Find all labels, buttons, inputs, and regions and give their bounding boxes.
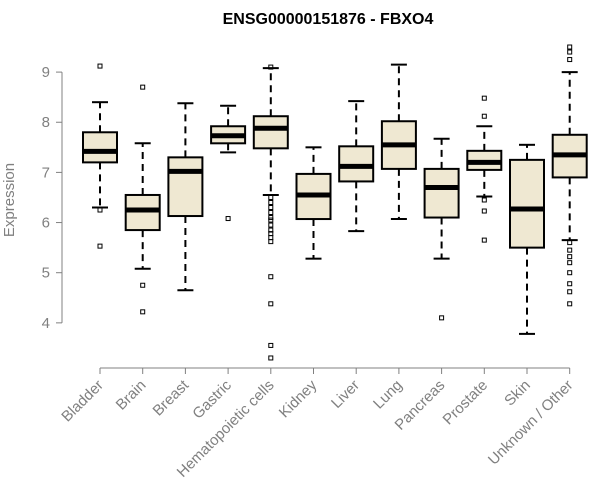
x-tick-label: Breast	[150, 376, 193, 419]
iqr-box	[167, 156, 204, 218]
outlier-point	[268, 217, 274, 223]
iqr-box	[82, 131, 118, 164]
x-tick-label: Kidney	[276, 376, 321, 421]
boxes-group	[82, 44, 588, 361]
outlier-point	[97, 63, 103, 69]
outlier-point	[268, 301, 274, 307]
outlier-point	[567, 247, 573, 253]
outlier-point	[481, 197, 487, 203]
outlier-point	[567, 240, 573, 246]
outlier-point	[97, 207, 103, 213]
outlier-point	[567, 289, 573, 295]
outlier-point	[268, 239, 274, 245]
box-gastric	[210, 104, 247, 222]
outlier-point	[268, 215, 274, 221]
chart-title: ENSG00000151876 - FBXO4	[223, 11, 434, 28]
x-tick-label: Prostate	[440, 377, 492, 429]
y-tick-label: 9	[42, 64, 50, 81]
outlier-point	[268, 222, 274, 228]
outlier-point	[268, 194, 274, 200]
box-hematopoietic-cells	[252, 64, 289, 361]
outlier-point	[268, 64, 274, 70]
box-bladder	[82, 63, 118, 249]
y-tick-label: 8	[42, 114, 50, 131]
y-tick-label: 7	[42, 164, 50, 181]
box-breast	[167, 102, 204, 292]
outlier-point	[481, 237, 487, 243]
iqr-box	[338, 145, 375, 183]
box-pancreas	[423, 137, 460, 321]
box-liver	[338, 100, 375, 233]
box-kidney	[295, 146, 332, 260]
y-tick-label: 6	[42, 215, 50, 232]
outlier-point	[268, 274, 274, 280]
y-tick-label: 5	[42, 265, 50, 282]
outlier-point	[268, 210, 274, 216]
iqr-box	[124, 193, 161, 232]
x-tick-label: Brain	[113, 377, 150, 414]
box-unknown-other	[551, 44, 588, 307]
outlier-point	[567, 57, 573, 63]
x-tick-label: Bladder	[58, 377, 107, 426]
outlier-point	[140, 84, 146, 90]
iqr-box	[423, 167, 460, 219]
outlier-point	[567, 260, 573, 266]
outlier-point	[268, 355, 274, 361]
outlier-point	[268, 235, 274, 241]
y-axis-label: Expression	[1, 163, 18, 237]
y-tick-label: 4	[42, 315, 50, 332]
x-tick-label: Skin	[501, 377, 534, 410]
iqr-box	[252, 115, 289, 150]
outlier-point	[481, 95, 487, 101]
y-axis: 4 5 6 7 8 9	[42, 64, 63, 332]
outlier-point	[268, 342, 274, 348]
outlier-point	[567, 281, 573, 287]
x-tick-label: Liver	[328, 377, 363, 412]
outlier-point	[268, 205, 274, 211]
outlier-point	[481, 113, 487, 119]
outlier-point	[225, 216, 231, 222]
outlier-point	[481, 208, 487, 214]
box-prostate	[466, 95, 503, 243]
outlier-point	[567, 301, 573, 307]
box-skin	[509, 143, 545, 335]
box-lung	[380, 63, 417, 221]
outlier-point	[439, 315, 445, 321]
iqr-box	[509, 158, 545, 249]
outlier-point	[567, 254, 573, 260]
outlier-point	[140, 309, 146, 315]
outlier-point	[268, 199, 274, 205]
outlier-point	[567, 49, 573, 55]
outlier-point	[567, 270, 573, 276]
outlier-point	[97, 243, 103, 249]
outlier-point	[567, 44, 573, 50]
outlier-point	[140, 282, 146, 288]
box-brain	[124, 84, 161, 315]
x-tick-label: Lung	[370, 377, 406, 413]
